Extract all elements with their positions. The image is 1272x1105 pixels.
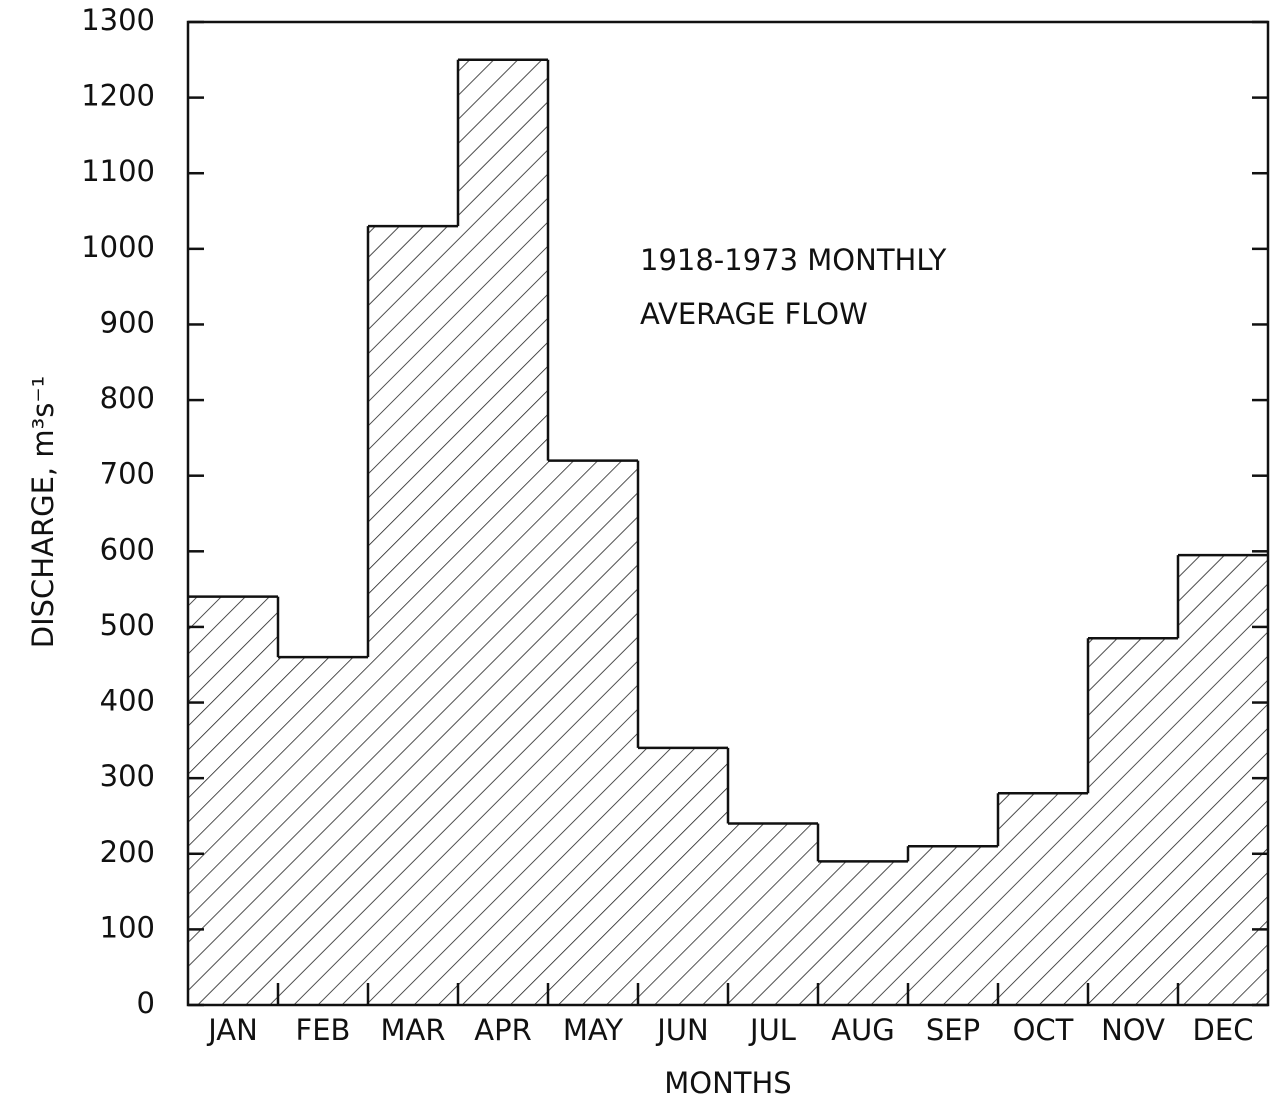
x-tick-label: SEP: [926, 1013, 980, 1047]
y-tick-label: 1200: [81, 79, 155, 113]
bar: [458, 59, 548, 1006]
y-tick-label: 300: [100, 759, 155, 793]
bar: [548, 460, 638, 1006]
y-tick-label: 600: [100, 532, 155, 566]
x-tick-label: JUN: [655, 1013, 708, 1047]
y-tick-label: 400: [100, 684, 155, 718]
x-tick-label: DEC: [1193, 1013, 1254, 1047]
bar: [818, 861, 908, 1005]
bar: [1178, 555, 1268, 1005]
bar: [728, 823, 818, 1005]
x-tick-label: JAN: [206, 1013, 258, 1047]
bar: [278, 657, 368, 1005]
bar: [1088, 638, 1178, 1005]
x-tick-label: NOV: [1101, 1013, 1165, 1047]
annotation: 1918-1973 MONTHLY AVERAGE FLOW: [640, 243, 947, 331]
bar: [188, 596, 278, 1005]
x-tick-label: OCT: [1013, 1013, 1074, 1047]
y-tick-label: 900: [100, 305, 155, 339]
bar: [908, 846, 998, 1005]
x-tick-label: FEB: [296, 1013, 351, 1047]
y-tick-label: 800: [100, 381, 155, 415]
bar: [638, 747, 728, 1005]
y-tick-label: 500: [100, 608, 155, 642]
annotation-line: AVERAGE FLOW: [640, 297, 868, 331]
plot-frame: [186, 20, 1270, 1007]
x-tick-label: AUG: [831, 1013, 895, 1047]
x-tick-label: MAR: [380, 1013, 445, 1047]
y-tick-label: 100: [100, 910, 155, 944]
y-tick-label: 1000: [81, 230, 155, 264]
y-tick-label: 1100: [81, 154, 155, 188]
y-tick-label: 0: [137, 986, 155, 1020]
y-tick-label: 700: [100, 457, 155, 491]
x-tick-label: JUL: [748, 1013, 796, 1047]
annotation-line: 1918-1973 MONTHLY: [640, 243, 947, 277]
y-tick-label: 200: [100, 835, 155, 869]
bar: [998, 793, 1088, 1005]
bar: [368, 226, 458, 1005]
x-tick-label: APR: [474, 1013, 531, 1047]
y-tick-label: 1300: [81, 3, 155, 37]
y-axis-label: DISCHARGE, m³s⁻¹: [26, 376, 60, 648]
x-axis-label: MONTHS: [664, 1066, 791, 1100]
x-tick-label: MAY: [563, 1013, 624, 1047]
